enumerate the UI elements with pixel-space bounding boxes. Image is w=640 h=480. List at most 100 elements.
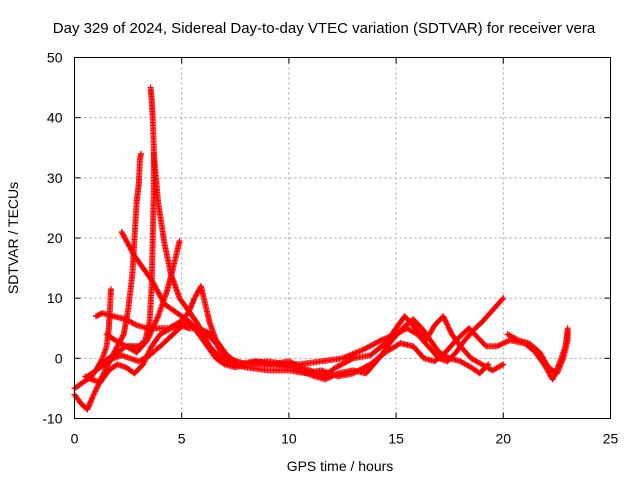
data-point <box>362 364 369 371</box>
data-point <box>371 340 378 347</box>
data-point <box>356 366 363 373</box>
data-point <box>364 362 371 369</box>
data-point <box>440 314 447 321</box>
data-point <box>368 342 375 349</box>
data-point <box>147 346 154 353</box>
data-point <box>482 342 489 349</box>
chart-title: Day 329 of 2024, Sidereal Day-to-day VTE… <box>53 20 596 37</box>
data-point <box>364 344 371 351</box>
data-point <box>147 84 154 91</box>
data-point <box>335 362 342 369</box>
x-tick-label: 10 <box>281 431 297 447</box>
data-point <box>350 370 357 377</box>
x-tick-label: 20 <box>496 431 512 447</box>
data-point <box>444 321 451 328</box>
data-point <box>120 332 127 339</box>
data-point <box>107 286 114 293</box>
y-tick-label: 20 <box>47 230 63 246</box>
data-point <box>344 358 351 365</box>
data-point <box>442 318 449 325</box>
data-point <box>444 322 451 329</box>
data-point <box>92 387 99 394</box>
grid-lines <box>74 57 611 419</box>
x-axis-label: GPS time / hours <box>287 458 394 474</box>
data-point <box>94 384 101 391</box>
data-point <box>90 391 97 398</box>
data-point <box>500 361 507 368</box>
series-track-h <box>103 238 183 356</box>
data-point <box>298 364 305 371</box>
data-point <box>348 356 355 363</box>
data-point <box>446 327 453 334</box>
data-point <box>446 325 453 332</box>
data-point <box>374 339 381 346</box>
data-point <box>363 363 370 370</box>
data-point <box>360 364 367 371</box>
data-point <box>360 346 367 353</box>
data-point <box>220 360 227 367</box>
data-point <box>342 359 349 366</box>
data-point <box>132 321 139 328</box>
data-point <box>98 356 105 363</box>
data-point <box>500 295 507 302</box>
y-tick-label: 40 <box>47 110 63 126</box>
data-point <box>442 317 449 324</box>
x-tick-label: 0 <box>71 431 79 447</box>
data-point <box>564 325 571 332</box>
data-point <box>108 356 115 363</box>
data-point <box>333 364 340 371</box>
data-point <box>340 360 347 367</box>
data-point <box>362 345 369 352</box>
series-track-i <box>92 319 305 374</box>
data-point <box>513 336 520 343</box>
data-point <box>346 357 353 364</box>
data-point <box>372 340 379 347</box>
data-point <box>352 368 359 375</box>
y-tick-label: 50 <box>47 50 63 66</box>
data-point <box>358 366 365 373</box>
series-track-j <box>504 325 571 377</box>
y-tick-label: -10 <box>42 411 62 427</box>
data-point <box>447 328 454 335</box>
x-tick-label: 15 <box>388 431 404 447</box>
data-point <box>366 343 373 350</box>
data-point <box>375 338 382 345</box>
data-marks <box>71 84 571 413</box>
data-point <box>351 369 358 376</box>
data-point <box>359 365 366 372</box>
data-point <box>441 315 448 322</box>
x-tick-label: 5 <box>178 431 186 447</box>
data-point <box>92 388 99 395</box>
data-point <box>443 320 450 327</box>
axis-ticks <box>74 57 611 419</box>
data-point <box>137 150 144 157</box>
data-point <box>440 313 447 320</box>
data-point <box>91 390 98 397</box>
data-point <box>499 296 506 303</box>
data-point <box>355 367 362 374</box>
data-point <box>347 356 354 363</box>
y-axis-label: SDTVAR / TECUs <box>5 182 21 294</box>
data-point <box>370 341 377 348</box>
y-tick-label: 0 <box>55 350 63 366</box>
data-point <box>334 363 341 370</box>
data-point <box>93 385 100 392</box>
series-track-e <box>82 322 571 386</box>
data-point <box>376 337 383 344</box>
data-point <box>338 361 345 368</box>
data-point <box>337 362 344 369</box>
data-point <box>445 324 452 331</box>
data-point <box>367 342 374 349</box>
data-point <box>176 238 183 245</box>
data-point <box>498 362 505 369</box>
data-point <box>339 360 346 367</box>
data-point <box>140 361 147 368</box>
y-tick-label: 30 <box>47 170 63 186</box>
data-point <box>363 344 370 351</box>
data-point <box>354 368 361 375</box>
data-point <box>343 358 350 365</box>
y-tick-label: 10 <box>47 290 63 306</box>
series-track-c <box>150 150 492 383</box>
x-tick-label: 25 <box>603 431 619 447</box>
